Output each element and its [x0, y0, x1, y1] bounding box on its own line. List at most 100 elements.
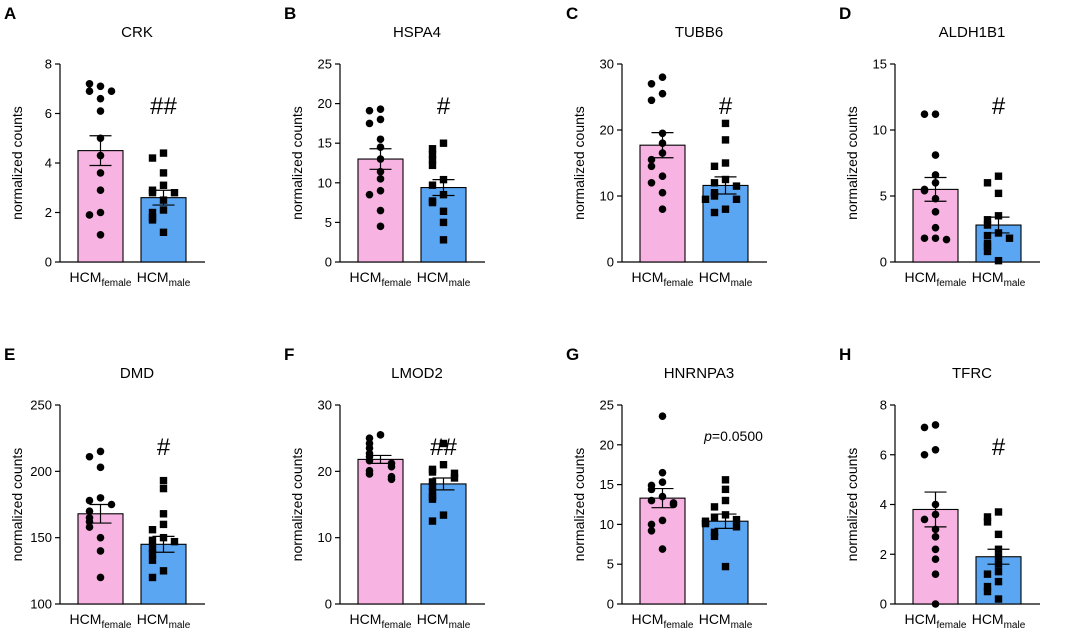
- category-subscript: male: [169, 620, 191, 631]
- data-point-female: [931, 545, 940, 554]
- data-point-female: [658, 478, 667, 487]
- data-point-male: [428, 478, 437, 486]
- data-point-female: [658, 139, 667, 147]
- significance-annotation: ##: [150, 93, 177, 120]
- x-category-label: HCMmale: [699, 269, 753, 289]
- data-point-male: [148, 536, 157, 545]
- data-point-male: [994, 567, 1003, 576]
- data-point-female: [931, 194, 940, 203]
- data-point-male: [983, 518, 992, 526]
- category-subscript: male: [731, 620, 753, 631]
- data-point-female: [931, 179, 940, 187]
- category-main: HCM: [137, 611, 169, 627]
- data-point-male: [428, 181, 437, 189]
- category-main: HCM: [70, 269, 102, 285]
- data-point-female: [365, 470, 374, 478]
- p-symbol: p: [703, 428, 712, 444]
- data-point-female: [658, 468, 667, 477]
- data-point-female: [96, 547, 105, 555]
- data-point-male: [710, 192, 719, 200]
- data-point-male: [159, 228, 168, 236]
- chart-title: TFRC: [952, 365, 992, 382]
- data-point-female: [365, 444, 374, 452]
- data-point-male: [994, 595, 1003, 603]
- data-point-male: [159, 206, 168, 214]
- data-point-male: [148, 189, 157, 197]
- bar-male: [702, 184, 749, 263]
- data-point-male: [721, 485, 730, 494]
- data-point-male: [721, 511, 730, 519]
- data-point-female: [647, 162, 656, 171]
- data-point-male: [170, 537, 179, 546]
- category-main: HCM: [699, 269, 731, 285]
- significance-annotation: #: [992, 93, 1006, 120]
- data-point-male: [159, 476, 168, 485]
- data-point-female: [931, 510, 940, 519]
- data-point-male: [159, 169, 168, 177]
- data-point-male: [170, 189, 179, 197]
- data-point-female: [96, 447, 105, 456]
- data-point-male: [428, 517, 437, 525]
- data-point-female: [931, 445, 940, 454]
- data-point-male: [148, 573, 157, 582]
- data-point-male: [721, 496, 730, 505]
- data-point-male: [721, 159, 730, 167]
- data-point-female: [365, 119, 374, 128]
- bar-female: [639, 497, 686, 605]
- data-point-male: [148, 154, 157, 162]
- data-point-male: [159, 196, 168, 204]
- data-point-male: [983, 231, 992, 240]
- data-point-male: [721, 136, 730, 144]
- category-subscript: female: [663, 620, 693, 631]
- data-point-male: [721, 476, 730, 484]
- data-point-male: [994, 577, 1003, 586]
- data-point-male: [994, 553, 1003, 561]
- y-tick-label: 30: [600, 57, 614, 72]
- data-point-male: [439, 236, 448, 244]
- x-category-label: HCMfemale: [905, 269, 967, 289]
- category-subscript: male: [1004, 620, 1026, 631]
- category-main: HCM: [350, 269, 382, 285]
- data-point-male: [428, 150, 437, 158]
- chart-title: CRK: [121, 24, 153, 41]
- data-point-male: [439, 461, 448, 469]
- data-point-male: [428, 482, 437, 491]
- data-point-female: [658, 73, 667, 81]
- significance-annotation: #: [157, 434, 171, 461]
- x-category-label: HCMmale: [972, 611, 1026, 631]
- data-point-female: [658, 89, 667, 98]
- data-point-female: [376, 167, 385, 176]
- bar-female: [77, 513, 124, 605]
- y-tick-label: 25: [600, 398, 614, 413]
- panel-letter: A: [4, 4, 16, 23]
- data-point-male: [994, 172, 1003, 180]
- y-tick-label: 10: [600, 517, 614, 532]
- data-point-female: [658, 545, 667, 553]
- category-main: HCM: [699, 611, 731, 627]
- data-point-female: [658, 492, 667, 501]
- data-point-female: [376, 175, 385, 183]
- category-subscript: male: [449, 278, 471, 289]
- x-category-label: HCMfemale: [350, 611, 412, 631]
- data-point-female: [647, 520, 656, 529]
- category-subscript: male: [449, 620, 471, 631]
- category-subscript: female: [101, 278, 131, 289]
- chart-title: HSPA4: [393, 24, 441, 41]
- data-point-male: [732, 523, 741, 531]
- significance-annotation: p=0.0500: [703, 428, 763, 444]
- data-point-female: [931, 533, 940, 541]
- y-tick-label: 20: [600, 437, 614, 452]
- category-subscript: female: [936, 620, 966, 631]
- x-category-label: HCMmale: [417, 611, 471, 631]
- panel-letter: C: [566, 4, 578, 23]
- y-tick-label: 2: [45, 205, 52, 220]
- data-point-male: [983, 587, 992, 596]
- y-tick-label: 15: [318, 136, 332, 151]
- category-subscript: male: [731, 278, 753, 289]
- data-point-female: [96, 82, 105, 91]
- data-point-male: [439, 139, 448, 147]
- data-point-female: [931, 234, 940, 243]
